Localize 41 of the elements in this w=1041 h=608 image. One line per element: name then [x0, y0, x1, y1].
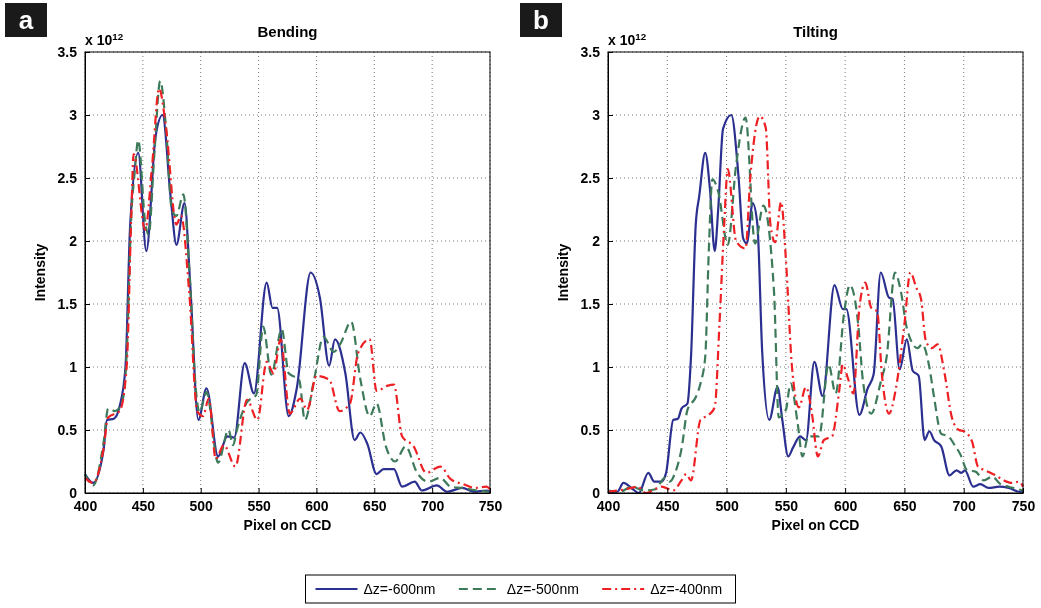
y-tick-label: 2 — [69, 232, 78, 249]
y-tick-label: 2 — [592, 232, 601, 249]
x-tick-label: 650 — [363, 497, 387, 514]
legend-label: Δz=-500nm — [506, 581, 579, 597]
text: x 10$^{12}$ — [85, 30, 124, 48]
x-tick-label: 750 — [478, 497, 503, 514]
y-tick-label: 0.5 — [57, 421, 78, 438]
x-tick-label: 550 — [247, 497, 271, 514]
text: x 10$^{12}$ — [608, 30, 647, 48]
y-tick-label: 1.5 — [57, 295, 78, 312]
x-tick-label: 450 — [131, 497, 156, 514]
y-tick-label: 1.5 — [580, 295, 601, 312]
x-axis-title: Pixel on CCD — [243, 517, 332, 533]
text: b — [533, 5, 549, 35]
x-tick-label: 500 — [715, 497, 739, 514]
x-axis-title: Pixel on CCD — [771, 517, 860, 533]
chart-title: Bending — [257, 23, 318, 40]
legend-label: Δz=-600nm — [363, 581, 436, 597]
x-tick-label: 450 — [656, 497, 680, 514]
y-tick-label: 2.5 — [57, 169, 78, 186]
x-tick-label: 750 — [1011, 497, 1036, 514]
y-axis-title: Intensity — [555, 243, 571, 302]
y-tick-label: 3.5 — [580, 43, 601, 60]
x-tick-label: 700 — [420, 497, 445, 514]
y-tick-label: 3.5 — [57, 43, 78, 60]
y-tick-label: 2.5 — [580, 169, 601, 186]
x-tick-label: 700 — [952, 497, 977, 514]
x-tick-label: 500 — [189, 497, 214, 514]
y-tick-label: 0.5 — [580, 421, 601, 438]
legend-label: Δz=-400nm — [650, 581, 723, 597]
x-tick-label: 600 — [833, 497, 858, 514]
y-tick-label: 3 — [592, 106, 601, 123]
text: a — [18, 5, 34, 35]
y-axis-title: Intensity — [32, 243, 48, 302]
y-tick-label: 3 — [69, 106, 78, 123]
x-tick-label: 650 — [893, 497, 917, 514]
y-tick-label: 1 — [69, 358, 78, 375]
x-tick-label: 550 — [774, 497, 799, 514]
x-tick-label: 600 — [305, 497, 329, 514]
chart-title: Tilting — [793, 23, 838, 40]
y-tick-label: 1 — [592, 358, 601, 375]
